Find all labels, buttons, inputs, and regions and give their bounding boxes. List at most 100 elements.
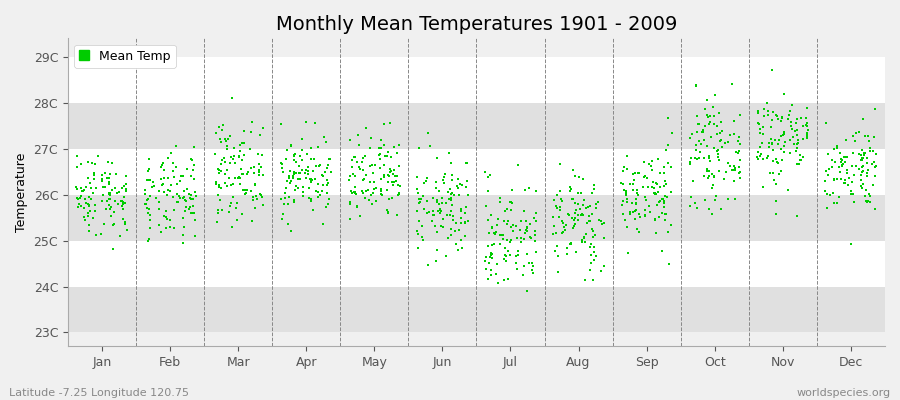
- Point: [513, 226, 527, 233]
- Point: [513, 218, 527, 224]
- Point: [426, 218, 440, 224]
- Point: [550, 242, 564, 249]
- Point: [386, 179, 400, 186]
- Point: [631, 170, 645, 176]
- Point: [714, 137, 728, 144]
- Point: [493, 195, 508, 202]
- Point: [619, 152, 634, 159]
- Point: [94, 176, 109, 182]
- Point: [586, 276, 600, 283]
- Point: [356, 159, 370, 165]
- Point: [221, 174, 236, 181]
- Point: [417, 180, 431, 186]
- Point: [854, 172, 868, 178]
- Point: [644, 158, 659, 164]
- Legend: Mean Temp: Mean Temp: [74, 44, 176, 68]
- Point: [74, 203, 88, 209]
- Point: [756, 184, 770, 190]
- Point: [654, 248, 669, 254]
- Point: [550, 192, 564, 198]
- Point: [520, 228, 535, 234]
- Point: [224, 182, 238, 189]
- Point: [644, 183, 659, 190]
- Point: [859, 198, 873, 204]
- Point: [232, 174, 247, 180]
- Point: [868, 206, 882, 212]
- Point: [527, 238, 542, 244]
- Point: [178, 198, 193, 204]
- Point: [138, 190, 152, 197]
- Point: [410, 208, 424, 214]
- Point: [784, 123, 798, 130]
- Point: [433, 206, 447, 213]
- Point: [824, 192, 838, 198]
- Point: [800, 123, 814, 130]
- Point: [526, 263, 540, 270]
- Point: [85, 160, 99, 166]
- Point: [481, 276, 495, 282]
- Point: [587, 249, 601, 256]
- Point: [430, 208, 445, 214]
- Point: [256, 152, 270, 158]
- Point: [484, 212, 499, 218]
- Point: [342, 177, 356, 183]
- Point: [104, 212, 118, 219]
- Point: [685, 130, 699, 137]
- Point: [245, 119, 259, 126]
- Point: [293, 176, 308, 183]
- Point: [594, 268, 608, 275]
- Point: [100, 198, 114, 204]
- Point: [375, 192, 390, 199]
- Point: [776, 131, 790, 138]
- Point: [626, 209, 641, 216]
- Point: [712, 168, 726, 174]
- Point: [769, 112, 783, 119]
- Point: [152, 199, 166, 205]
- Point: [169, 181, 184, 187]
- Point: [248, 163, 262, 170]
- Point: [458, 220, 473, 226]
- Point: [629, 200, 643, 206]
- Point: [555, 218, 570, 225]
- Point: [363, 163, 377, 170]
- Point: [160, 175, 175, 181]
- Point: [76, 187, 90, 194]
- Point: [432, 201, 446, 207]
- Point: [658, 217, 672, 223]
- Point: [619, 198, 634, 205]
- Point: [558, 227, 572, 233]
- Point: [151, 206, 166, 212]
- Point: [388, 173, 402, 179]
- Point: [71, 204, 86, 210]
- Point: [765, 146, 779, 153]
- Point: [689, 113, 704, 119]
- Point: [626, 171, 641, 178]
- Point: [616, 187, 631, 193]
- Point: [451, 185, 465, 191]
- Point: [229, 205, 243, 211]
- Point: [104, 160, 119, 166]
- Point: [102, 196, 116, 202]
- Point: [653, 170, 668, 176]
- Point: [794, 114, 808, 121]
- Point: [374, 156, 388, 162]
- Point: [374, 176, 388, 182]
- Point: [319, 139, 333, 145]
- Point: [459, 204, 473, 211]
- Point: [586, 227, 600, 234]
- Point: [343, 216, 357, 222]
- Point: [821, 151, 835, 157]
- Point: [381, 209, 395, 216]
- Point: [868, 163, 883, 169]
- Point: [436, 179, 451, 186]
- Point: [750, 154, 764, 160]
- Point: [628, 207, 643, 214]
- Point: [346, 154, 361, 160]
- Point: [665, 130, 680, 136]
- Point: [117, 194, 131, 200]
- Point: [686, 178, 700, 184]
- Point: [384, 168, 399, 174]
- Point: [141, 210, 156, 216]
- Point: [846, 150, 860, 156]
- Point: [211, 209, 225, 216]
